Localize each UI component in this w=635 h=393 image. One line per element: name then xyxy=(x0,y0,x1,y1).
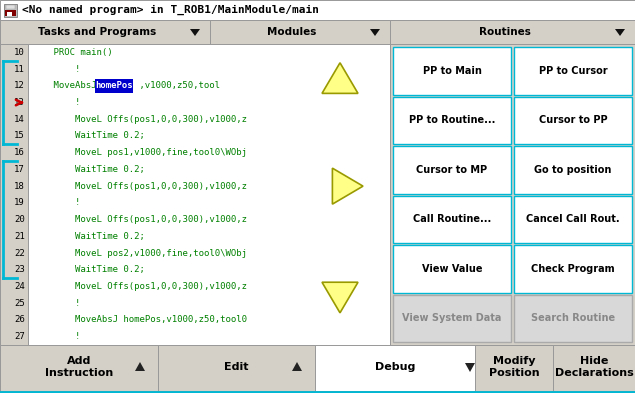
Bar xyxy=(514,195,632,243)
Text: 26: 26 xyxy=(14,316,25,324)
Bar xyxy=(393,47,511,94)
Text: 14: 14 xyxy=(14,115,25,124)
Text: !: ! xyxy=(32,332,81,341)
Polygon shape xyxy=(135,362,145,371)
Bar xyxy=(475,345,553,391)
Bar xyxy=(0,20,635,44)
Bar xyxy=(0,44,390,345)
Text: WaitTime 0.2;: WaitTime 0.2; xyxy=(32,265,145,274)
Text: PP to Cursor: PP to Cursor xyxy=(538,66,607,76)
Text: 16: 16 xyxy=(14,148,25,157)
Text: MoveL pos2,v1000,fine,tool0\WObj: MoveL pos2,v1000,fine,tool0\WObj xyxy=(32,248,247,257)
Text: Edit: Edit xyxy=(224,362,249,372)
Bar xyxy=(210,20,390,44)
Bar xyxy=(158,345,315,391)
Text: 12: 12 xyxy=(14,81,25,90)
Text: Cancel Call Rout.: Cancel Call Rout. xyxy=(526,214,620,224)
Text: MoveL Offs(pos1,0,0,300),v1000,z: MoveL Offs(pos1,0,0,300),v1000,z xyxy=(32,282,247,291)
Text: Cursor to PP: Cursor to PP xyxy=(538,115,607,125)
Text: !: ! xyxy=(32,198,81,208)
Text: WaitTime 0.2;: WaitTime 0.2; xyxy=(32,165,145,174)
Bar xyxy=(514,245,632,292)
Polygon shape xyxy=(615,29,625,36)
Text: PROC main(): PROC main() xyxy=(32,48,112,57)
Bar xyxy=(7,12,12,16)
Text: Debug: Debug xyxy=(375,362,415,372)
Text: 25: 25 xyxy=(14,299,25,308)
Text: 19: 19 xyxy=(14,198,25,208)
Text: 22: 22 xyxy=(14,248,25,257)
Polygon shape xyxy=(465,363,475,372)
Text: 21: 21 xyxy=(14,232,25,241)
Text: WaitTime 0.2;: WaitTime 0.2; xyxy=(32,232,145,241)
Text: MoveL Offs(pos1,0,0,300),v1000,z: MoveL Offs(pos1,0,0,300),v1000,z xyxy=(32,115,247,124)
Bar xyxy=(4,4,17,17)
Polygon shape xyxy=(370,29,380,36)
Text: 23: 23 xyxy=(14,265,25,274)
Bar xyxy=(393,195,511,243)
Bar xyxy=(95,79,133,93)
Text: Routines: Routines xyxy=(479,27,530,37)
Text: Search Routine: Search Routine xyxy=(531,313,615,323)
Text: 20: 20 xyxy=(14,215,25,224)
Text: Go to position: Go to position xyxy=(534,165,612,175)
Text: 27: 27 xyxy=(14,332,25,341)
Text: Call Routine...: Call Routine... xyxy=(413,214,491,224)
Text: Modify
Position: Modify Position xyxy=(489,356,539,378)
Text: PP to Routine...: PP to Routine... xyxy=(409,115,495,125)
Bar xyxy=(393,294,511,342)
Bar xyxy=(514,146,632,193)
Text: MoveAbsJ homePos,v1000,z50,tool0: MoveAbsJ homePos,v1000,z50,tool0 xyxy=(32,316,247,324)
Text: !: ! xyxy=(32,299,81,308)
Bar xyxy=(393,146,511,193)
Text: 15: 15 xyxy=(14,132,25,140)
Bar xyxy=(0,345,635,393)
Text: View System Data: View System Data xyxy=(403,313,502,323)
Text: homePos: homePos xyxy=(95,81,133,90)
Bar xyxy=(393,245,511,292)
Text: Add
Instruction: Add Instruction xyxy=(45,356,113,378)
Text: Modules: Modules xyxy=(267,27,317,37)
Text: 18: 18 xyxy=(14,182,25,191)
Text: 11: 11 xyxy=(14,64,25,73)
Text: Hide
Declarations: Hide Declarations xyxy=(554,356,633,378)
Text: Check Program: Check Program xyxy=(531,264,615,274)
Bar xyxy=(514,97,632,144)
Text: WaitTime 0.2;: WaitTime 0.2; xyxy=(32,132,145,140)
Polygon shape xyxy=(190,29,200,36)
Text: ,v1000,z50,tool: ,v1000,z50,tool xyxy=(134,81,220,90)
Bar xyxy=(0,0,635,20)
Text: MoveL pos1,v1000,fine,tool0\WObj: MoveL pos1,v1000,fine,tool0\WObj xyxy=(32,148,247,157)
Bar xyxy=(390,44,635,345)
Polygon shape xyxy=(292,362,302,371)
Text: MoveL Offs(pos1,0,0,300),v1000,z: MoveL Offs(pos1,0,0,300),v1000,z xyxy=(32,215,247,224)
Text: 24: 24 xyxy=(14,282,25,291)
Bar xyxy=(5,10,16,16)
Bar xyxy=(390,20,635,44)
Polygon shape xyxy=(332,168,363,204)
Polygon shape xyxy=(322,63,358,94)
Text: 13: 13 xyxy=(14,98,25,107)
Bar xyxy=(0,20,210,44)
Bar xyxy=(514,294,632,342)
Text: MoveL Offs(pos1,0,0,300),v1000,z: MoveL Offs(pos1,0,0,300),v1000,z xyxy=(32,182,247,191)
Text: View Value: View Value xyxy=(422,264,482,274)
Text: Tasks and Programs: Tasks and Programs xyxy=(38,27,156,37)
Text: <No named program> in T_ROB1/MainModule/main: <No named program> in T_ROB1/MainModule/… xyxy=(22,5,319,15)
Text: MoveAbsJ: MoveAbsJ xyxy=(32,81,102,90)
Text: 10: 10 xyxy=(14,48,25,57)
Text: !: ! xyxy=(32,98,81,107)
Bar xyxy=(0,345,158,391)
Bar xyxy=(315,345,475,391)
Bar xyxy=(553,345,635,391)
Text: Cursor to MP: Cursor to MP xyxy=(417,165,488,175)
Text: !: ! xyxy=(32,64,81,73)
Bar xyxy=(393,97,511,144)
Text: 17: 17 xyxy=(14,165,25,174)
Text: PP to Main: PP to Main xyxy=(422,66,481,76)
Bar xyxy=(6,5,15,9)
Polygon shape xyxy=(322,282,358,313)
Bar xyxy=(514,47,632,94)
Bar xyxy=(0,44,28,345)
